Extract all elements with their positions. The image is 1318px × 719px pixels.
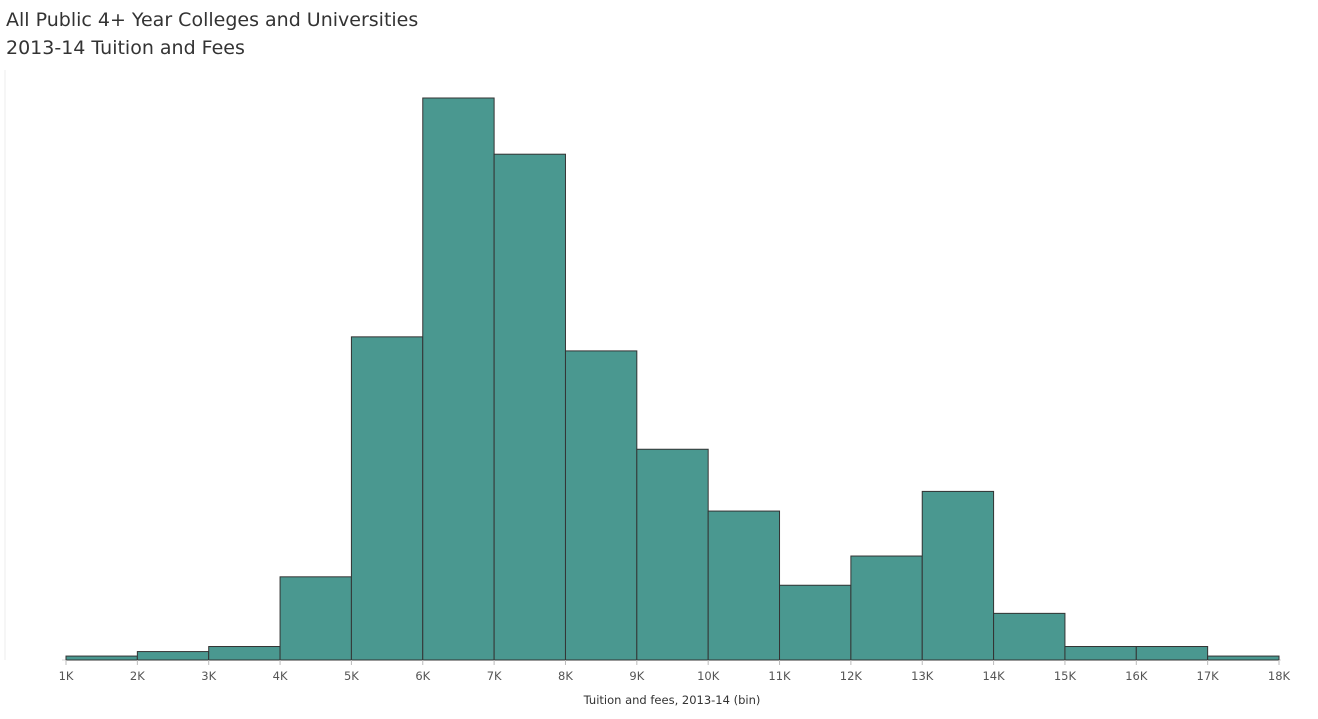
chart-title-block: All Public 4+ Year Colleges and Universi… xyxy=(6,6,418,62)
x-tick-label: 12K xyxy=(840,669,863,683)
x-tick-label: 11K xyxy=(768,669,791,683)
x-tick-label: 15K xyxy=(1054,669,1077,683)
histogram-bar[interactable] xyxy=(422,97,495,661)
histogram-bar[interactable] xyxy=(564,350,638,661)
x-tick-label: 10K xyxy=(697,669,720,683)
x-tick-label: 7K xyxy=(487,669,502,683)
x-tick-label: 13K xyxy=(911,669,934,683)
histogram-bar[interactable] xyxy=(208,646,281,661)
histogram-bar[interactable] xyxy=(993,612,1066,661)
histogram-bar[interactable] xyxy=(1135,646,1209,661)
histogram-bar[interactable] xyxy=(1207,655,1280,661)
x-tick-label: 16K xyxy=(1125,669,1148,683)
x-tick-label: 3K xyxy=(201,669,216,683)
bars-group xyxy=(65,97,1280,661)
histogram-bar[interactable] xyxy=(921,490,995,661)
histogram-bar[interactable] xyxy=(850,555,923,661)
histogram-bar[interactable] xyxy=(636,448,709,661)
chart-subtitle: 2013-14 Tuition and Fees xyxy=(6,37,245,59)
histogram-bar[interactable] xyxy=(707,510,781,661)
histogram-bar[interactable] xyxy=(779,584,852,661)
x-tick-label: 14K xyxy=(982,669,1005,683)
x-tick-label: 1K xyxy=(59,669,74,683)
histogram-bar[interactable] xyxy=(279,576,352,661)
x-tick-label: 18K xyxy=(1268,669,1291,683)
x-tick-label: 17K xyxy=(1197,669,1220,683)
histogram-bar[interactable] xyxy=(493,153,566,661)
histogram-bar[interactable] xyxy=(350,336,424,661)
histogram-bar[interactable] xyxy=(65,655,138,661)
x-tick-label: 9K xyxy=(629,669,644,683)
x-tick-label: 6K xyxy=(415,669,430,683)
x-tick-label: 5K xyxy=(344,669,359,683)
histogram-bar[interactable] xyxy=(136,651,210,661)
histogram-bar[interactable] xyxy=(1064,646,1137,661)
chart-title: All Public 4+ Year Colleges and Universi… xyxy=(6,9,419,31)
x-ticks-group: 1K 2K 3K 4K 5K 6K 7K 8K 9K 10K 11K 12K 13K 14K 15K 16K 1… xyxy=(59,660,1291,683)
x-tick-label: 4K xyxy=(273,669,288,683)
x-tick-label: 8K xyxy=(558,669,573,683)
x-axis-title: Tuition and fees, 2013-14 (bin) xyxy=(583,693,761,707)
x-tick-label: 2K xyxy=(130,669,145,683)
